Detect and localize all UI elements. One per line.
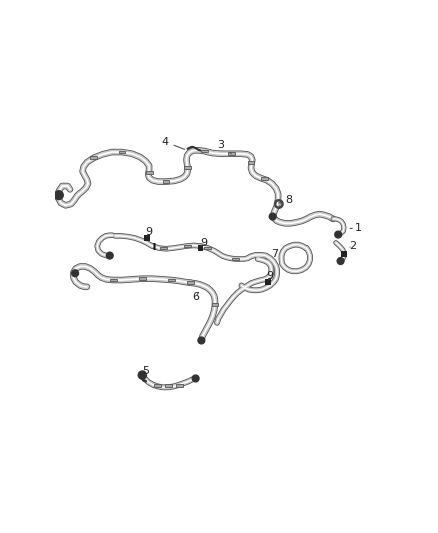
Bar: [169, 279, 175, 281]
Bar: [154, 384, 161, 386]
Bar: [160, 247, 167, 249]
Text: 7: 7: [266, 249, 278, 259]
Bar: [204, 247, 211, 249]
Circle shape: [54, 191, 63, 199]
Text: 8: 8: [279, 195, 293, 205]
Bar: [119, 151, 125, 154]
Bar: [201, 150, 208, 152]
Text: 6: 6: [192, 292, 199, 302]
Text: 4: 4: [162, 137, 184, 149]
Bar: [228, 152, 235, 155]
Bar: [146, 171, 152, 174]
Bar: [247, 161, 254, 164]
Bar: [176, 384, 183, 386]
Bar: [90, 156, 97, 158]
Text: 3: 3: [218, 140, 231, 154]
Bar: [187, 281, 194, 284]
Bar: [110, 279, 117, 281]
Bar: [232, 257, 239, 260]
Bar: [212, 303, 219, 306]
Circle shape: [138, 371, 146, 379]
Circle shape: [335, 231, 342, 238]
Text: 1: 1: [350, 223, 362, 233]
Text: 5: 5: [142, 366, 149, 376]
Text: 9: 9: [200, 238, 207, 248]
Circle shape: [72, 270, 78, 277]
Circle shape: [269, 213, 276, 220]
FancyBboxPatch shape: [265, 279, 271, 285]
Text: 9: 9: [145, 227, 153, 237]
Circle shape: [198, 337, 205, 344]
Bar: [162, 180, 170, 183]
Bar: [261, 177, 268, 180]
Bar: [184, 245, 191, 247]
Bar: [139, 277, 146, 280]
FancyBboxPatch shape: [341, 251, 346, 256]
Text: 9: 9: [267, 271, 274, 281]
Circle shape: [106, 252, 113, 259]
Bar: [165, 384, 172, 386]
Text: 2: 2: [349, 241, 357, 251]
Circle shape: [337, 257, 344, 264]
Bar: [184, 166, 191, 168]
Circle shape: [192, 375, 199, 382]
FancyBboxPatch shape: [198, 245, 203, 251]
FancyBboxPatch shape: [145, 235, 150, 241]
